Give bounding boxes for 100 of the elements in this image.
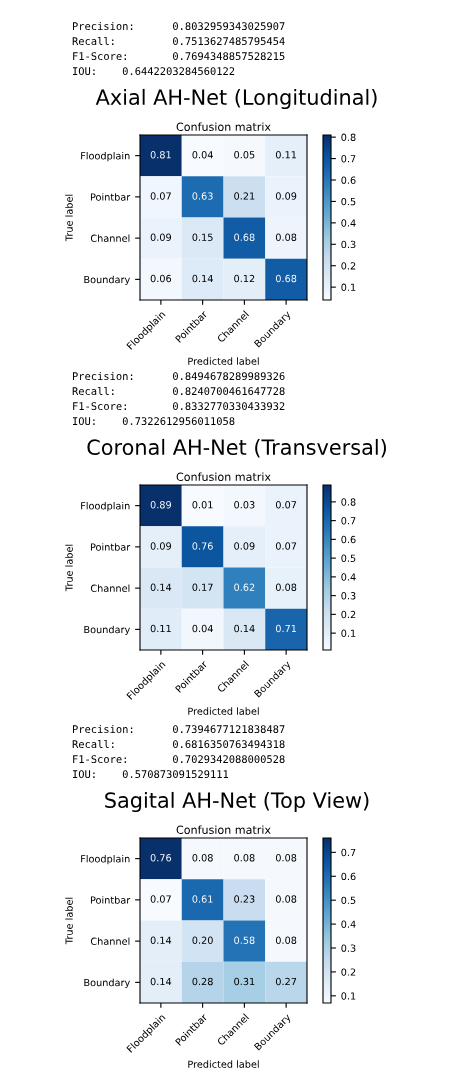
data-label: 0.14 — [150, 936, 172, 944]
data-label: 0.09 — [150, 542, 172, 550]
data-label: 0.09 — [234, 542, 255, 550]
y-tick-label: Floodplain — [81, 151, 130, 162]
data-label: 0.12 — [234, 274, 255, 283]
color-bar-label: 0.8 — [341, 133, 356, 141]
text: Recall: 0.6816350763494318 — [72, 739, 285, 749]
color-bar-label: 0.3 — [341, 944, 356, 952]
color-bar-label: 0.7 — [341, 517, 356, 525]
data-label: 0.23 — [234, 895, 255, 903]
data-label: 0.07 — [150, 895, 171, 903]
text: Recall: 0.8240700461647728 — [72, 386, 285, 396]
color-bar-label: 0.7 — [341, 848, 356, 857]
color-bar-label: 0.6 — [341, 872, 356, 881]
data-label: 0.09 — [275, 192, 297, 200]
data-label: 0.11 — [150, 624, 171, 633]
text: IOU: 0.570873091529111 — [73, 770, 229, 779]
y-tick-label: Boundary — [84, 978, 130, 989]
y-axis-title: True label — [65, 544, 73, 592]
y-axis-title: True label — [65, 897, 73, 945]
color-bar-label: 0.3 — [341, 240, 356, 249]
data-label: 0.07 — [275, 542, 297, 550]
data-label: 0.08 — [192, 854, 213, 862]
color-bar-label: 0.5 — [341, 197, 356, 206]
data-label: 0.20 — [192, 936, 213, 944]
text: IOU: 0.7322612956011058 — [73, 417, 235, 426]
color-bar-label: 0.6 — [341, 535, 356, 544]
y-tick-label: Channel — [90, 584, 130, 592]
text: F1-Score: 0.7694348857528215 — [73, 52, 285, 61]
data-label: 0.17 — [192, 583, 213, 591]
data-label: 0.68 — [275, 274, 297, 283]
color-bar-label: 0.1 — [341, 629, 356, 637]
data-label: 0.08 — [234, 854, 255, 862]
data-label: 0.27 — [275, 977, 297, 986]
color-bar-label: 0.7 — [341, 155, 356, 163]
text: IOU: 0.6442203284560122 — [73, 67, 235, 76]
chart-title: Axial AH-Net (Longitudinal) — [95, 88, 377, 110]
data-label: 0.11 — [275, 151, 297, 159]
y-tick-label: Channel — [90, 234, 130, 242]
color-bar-label: 0.5 — [341, 554, 356, 562]
data-label: 0.14 — [150, 583, 172, 591]
y-tick-label: Pointbar — [90, 896, 131, 904]
data-label: 0.07 — [275, 501, 297, 509]
color-bar-label: 0.4 — [341, 920, 356, 928]
y-tick-label: Channel — [90, 937, 130, 945]
chart-title: Sagital AH-Net (Top View) — [105, 791, 369, 813]
data-label: 0.14 — [150, 977, 172, 986]
y-tick-label: Pointbar — [90, 543, 131, 551]
color-bar-label: 0.4 — [341, 219, 356, 227]
data-label: 0.76 — [192, 542, 213, 550]
y-axis-title: True label — [65, 194, 73, 242]
data-label: 0.76 — [150, 854, 172, 862]
text: Precision: 0.8032959343025907 — [73, 21, 285, 31]
text: Precision: 0.7394677121838487 — [73, 724, 285, 734]
data-label: 0.71 — [275, 624, 297, 633]
data-label: 0.04 — [192, 151, 213, 159]
data-label: 0.31 — [234, 977, 255, 986]
data-label: 0.61 — [192, 895, 213, 903]
x-axis-title: Predicted label — [188, 707, 259, 715]
data-label: 0.08 — [275, 583, 297, 591]
color-bar-label: 0.5 — [341, 896, 356, 905]
y-tick-label: Floodplain — [81, 854, 130, 865]
data-label: 0.68 — [234, 233, 255, 241]
data-label: 0.09 — [150, 233, 172, 241]
color-bar-label: 0.4 — [341, 573, 356, 581]
data-label: 0.63 — [192, 192, 213, 200]
color-bar-label: 0.1 — [341, 283, 356, 291]
y-tick-label: Boundary — [84, 275, 130, 286]
data-label: 0.62 — [234, 583, 255, 591]
y-tick-label: Boundary — [84, 625, 130, 636]
data-label: 0.08 — [275, 854, 297, 862]
color-bar-label: 0.2 — [341, 262, 356, 270]
data-label: 0.14 — [234, 624, 255, 633]
data-label: 0.28 — [192, 977, 213, 986]
chart-title: Coronal AH-Net (Transversal) — [87, 438, 386, 458]
data-label: 0.01 — [192, 501, 213, 509]
data-label: 0.04 — [192, 624, 213, 633]
color-bar-label: 0.6 — [341, 176, 356, 184]
data-label: 0.21 — [234, 192, 255, 200]
data-label: 0.08 — [275, 936, 297, 944]
data-label: 0.08 — [275, 233, 297, 241]
data-label: 0.08 — [275, 895, 297, 903]
color-bar-label: 0.8 — [341, 498, 356, 506]
data-label: 0.89 — [150, 501, 172, 509]
text: F1-Score: 0.7029342088000528 — [73, 755, 285, 764]
chart-subtitle: Confusion matrix — [176, 472, 271, 481]
y-tick-label: Pointbar — [90, 193, 131, 201]
text: F1-Score: 0.8332770330433932 — [73, 402, 285, 411]
color-bar-label: 0.2 — [341, 610, 356, 619]
data-label: 0.81 — [150, 151, 171, 159]
color-bar-label: 0.1 — [341, 992, 356, 1000]
color-bar-label: 0.3 — [341, 592, 356, 600]
text: Recall: 0.7513627485795454 — [72, 36, 285, 46]
data-label: 0.14 — [192, 274, 213, 283]
data-label: 0.06 — [150, 274, 172, 283]
data-label: 0.03 — [234, 501, 255, 509]
chart-subtitle: Confusion matrix — [176, 825, 271, 834]
text: Precision: 0.8494678289989326 — [73, 371, 285, 381]
data-label: 0.58 — [234, 936, 255, 944]
y-tick-label: Floodplain — [81, 501, 130, 512]
